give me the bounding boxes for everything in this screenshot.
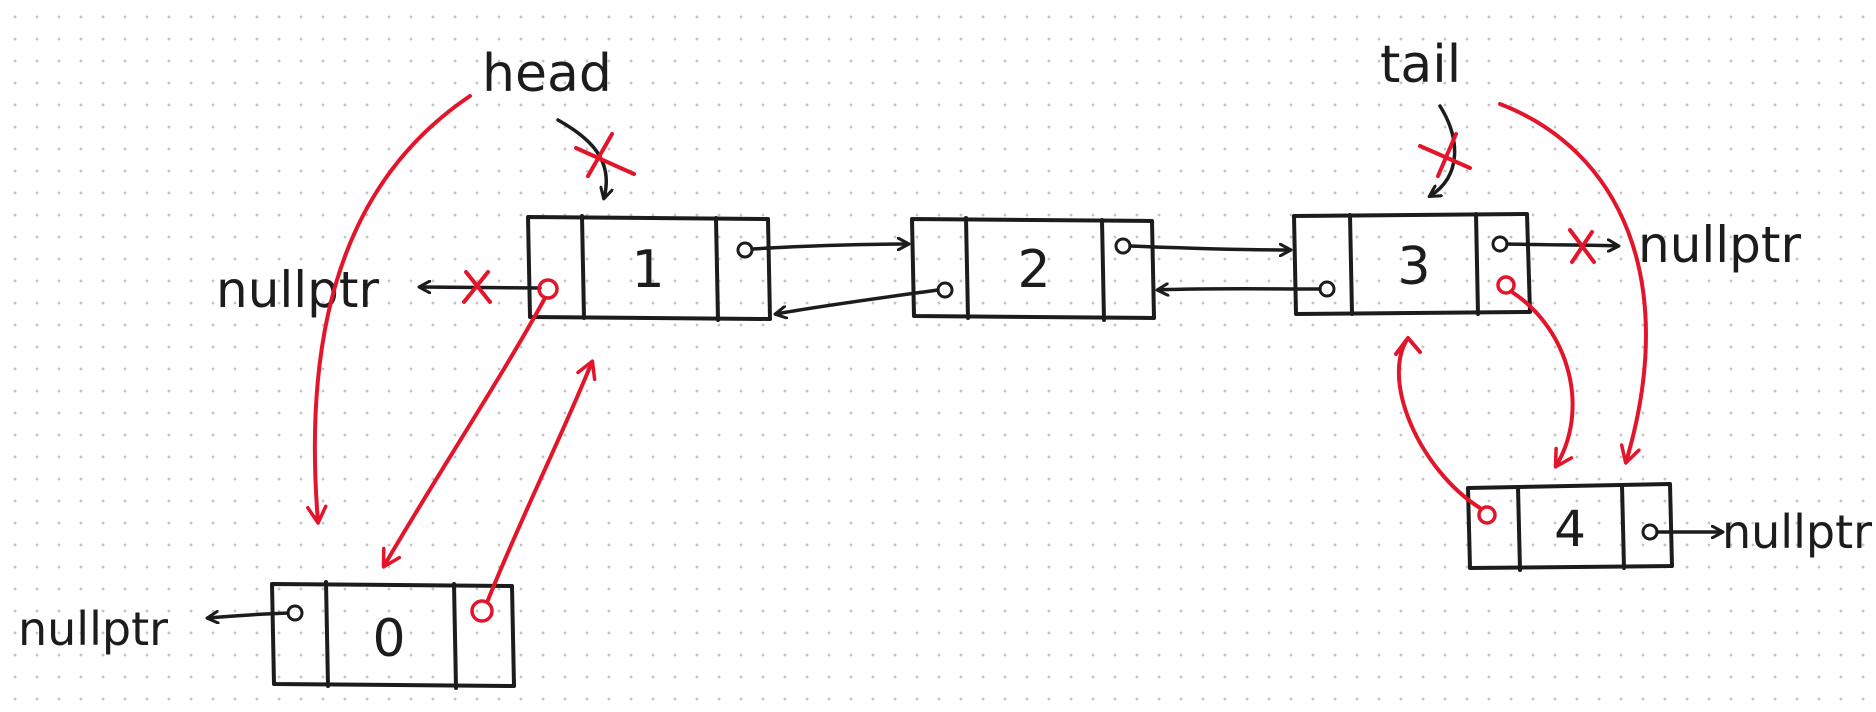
nullptr-left-top: nullptr (216, 261, 380, 319)
original-list (208, 104, 1722, 690)
edits (306, 94, 1648, 623)
link-2-to-1 (776, 288, 940, 314)
node-3-next-to-node-4 (1510, 290, 1575, 469)
cross-node1-prev-null (462, 270, 492, 304)
nullptr-bottom-right: nullptr (1722, 505, 1872, 559)
node-0-value: 0 (372, 609, 405, 669)
cross-node3-next-null (1568, 228, 1596, 264)
node-0-next-pointer (470, 599, 494, 623)
tail-label: tail (1380, 35, 1461, 95)
node-4-value: 4 (1554, 500, 1586, 558)
node-0 (270, 580, 516, 690)
node-3-value: 3 (1397, 237, 1430, 297)
node-4 (1466, 482, 1674, 572)
node-2-value: 2 (1017, 240, 1050, 300)
head-to-node-0 (306, 94, 472, 525)
nullptr-bottom-left: nullptr (18, 602, 168, 656)
tail-pointer-old (1430, 104, 1457, 196)
node-0-next-to-node-1 (486, 359, 597, 602)
cross-tail-old (1418, 132, 1472, 178)
node-3 (1292, 212, 1532, 316)
link-1-to-2 (750, 244, 908, 249)
link-2-to-3 (1128, 246, 1290, 250)
nullptr-right-top: nullptr (1638, 216, 1802, 274)
node-2 (910, 216, 1156, 322)
node-1-prev-pointer (537, 278, 559, 300)
link-3-next-nullptr (1505, 244, 1618, 246)
head-pointer-old (556, 118, 606, 198)
node-4-prev-pointer (1477, 505, 1497, 525)
node-1-value: 1 (631, 240, 664, 300)
node-4-prev-to-node-3 (1394, 336, 1482, 510)
cross-head-old (574, 132, 636, 178)
link-3-to-2 (1158, 289, 1322, 290)
head-label: head (482, 44, 612, 104)
node-1-prev-to-node-0 (381, 296, 547, 569)
tail-to-node-4 (1498, 102, 1648, 465)
node-1 (526, 214, 772, 322)
link-0-prev-nullptr (208, 613, 290, 618)
node-3-next-pointer-new (1496, 275, 1516, 295)
